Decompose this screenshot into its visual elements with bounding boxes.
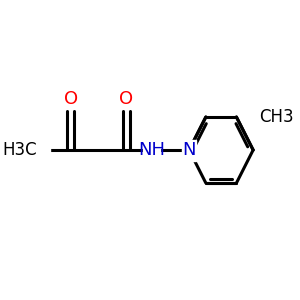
Text: NH: NH	[138, 141, 165, 159]
Bar	[250, 106, 275, 128]
Text: CH3: CH3	[259, 108, 293, 126]
Text: O: O	[64, 90, 78, 108]
Text: O: O	[119, 90, 134, 108]
Bar	[182, 140, 196, 160]
Bar	[143, 140, 160, 160]
Bar	[119, 90, 134, 108]
Text: N: N	[182, 141, 196, 159]
Bar	[64, 90, 78, 108]
Text: H3C: H3C	[3, 141, 38, 159]
Bar	[25, 140, 50, 160]
